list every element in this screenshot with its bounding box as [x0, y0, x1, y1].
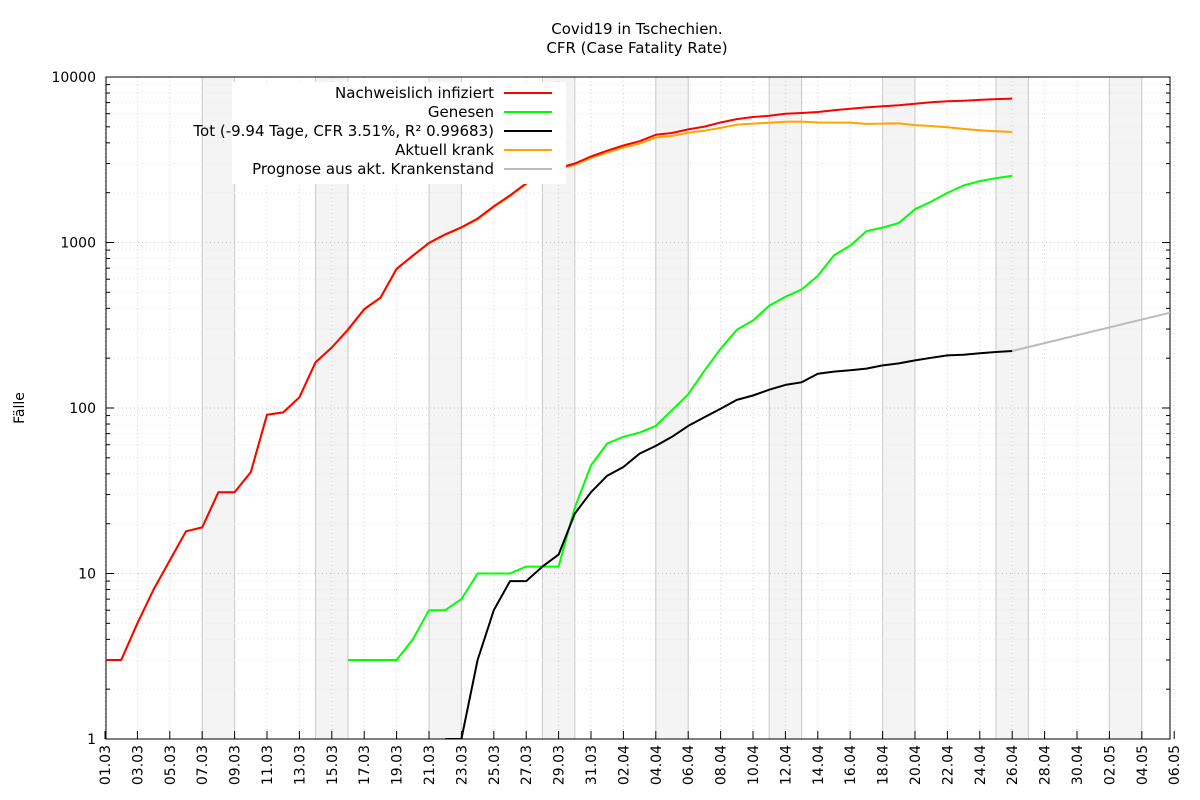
x-tick-label: 11.03 [260, 745, 276, 785]
x-tick-label: 14.04 [811, 745, 827, 785]
y-axis-label: Fälle [12, 392, 28, 424]
x-tick-label: 20.04 [908, 745, 924, 785]
x-tick-label: 25.03 [487, 745, 503, 785]
x-tick-label: 10.04 [746, 745, 762, 785]
x-tick-label: 09.03 [228, 745, 244, 785]
weekend-band [655, 77, 689, 739]
chart-title: Covid19 in Tschechien. [551, 20, 722, 38]
x-tick-label: 22.04 [940, 745, 956, 785]
x-tick-label: 01.03 [98, 745, 114, 785]
y-tick-label: 1 [87, 732, 96, 748]
x-tick-label: 13.03 [292, 745, 308, 785]
x-tick-label: 27.03 [519, 745, 535, 785]
legend-entry-infiziert: Nachweislich infiziert [335, 84, 494, 102]
legend-entry-genesen: Genesen [428, 103, 494, 121]
y-tick-label: 1000 [60, 236, 96, 252]
x-tick-label: 07.03 [195, 745, 211, 785]
x-tick-label: 23.03 [454, 745, 470, 785]
chart-subtitle: CFR (Case Fatality Rate) [546, 39, 727, 57]
series-line-genesen [348, 174, 1013, 661]
legend-entry-aktuell-krank: Aktuell krank [395, 141, 494, 159]
x-tick-label: 26.04 [1005, 745, 1021, 785]
series-line-tot [445, 350, 1013, 739]
x-tick-label: 30.04 [1070, 745, 1086, 785]
x-tick-label: 08.04 [714, 745, 730, 785]
x-tick-label: 21.03 [422, 745, 438, 785]
x-tick-label: 19.03 [390, 745, 406, 785]
legend-background [232, 82, 566, 184]
legend-entry-tot: Tot (-9.94 Tage, CFR 3.51%, R² 0.99683) [192, 122, 494, 140]
legend: Nachweislich infiziert Genesen Tot (-9.9… [192, 82, 566, 184]
x-tick-label: 06.05 [1167, 745, 1183, 785]
x-tick-label: 06.04 [681, 745, 697, 785]
x-tick-label: 04.05 [1135, 745, 1151, 785]
x-tick-label: 02.04 [616, 745, 632, 785]
x-tick-label: 12.04 [778, 745, 794, 785]
x-tick-label: 15.03 [325, 745, 341, 785]
y-tick-label: 10 [78, 567, 96, 583]
y-tick-label: 100 [69, 401, 96, 417]
x-tick-label: 16.04 [843, 745, 859, 785]
y-tick-label: 10000 [51, 70, 96, 86]
x-tick-label: 05.03 [163, 745, 179, 785]
axes: 1 10 100 1000 10000 01.03 03.03 05.03 07.03 09.03… [51, 70, 1183, 785]
weekend-shading [201, 77, 1143, 739]
x-tick-label: 28.04 [1038, 745, 1054, 785]
x-tick-label: 04.04 [649, 745, 665, 785]
legend-entry-prognose: Prognose aus akt. Krankenstand [252, 160, 494, 178]
x-tick-label: 18.04 [876, 745, 892, 785]
x-tick-label: 29.03 [552, 745, 568, 785]
x-tick-label: 03.03 [130, 745, 146, 785]
x-tick-label: 24.04 [973, 745, 989, 785]
series-line-prognose [1011, 311, 1170, 352]
x-tick-label: 31.03 [584, 745, 600, 785]
x-tick-label: 17.03 [357, 745, 373, 785]
x-tick-label: 02.05 [1102, 745, 1118, 785]
